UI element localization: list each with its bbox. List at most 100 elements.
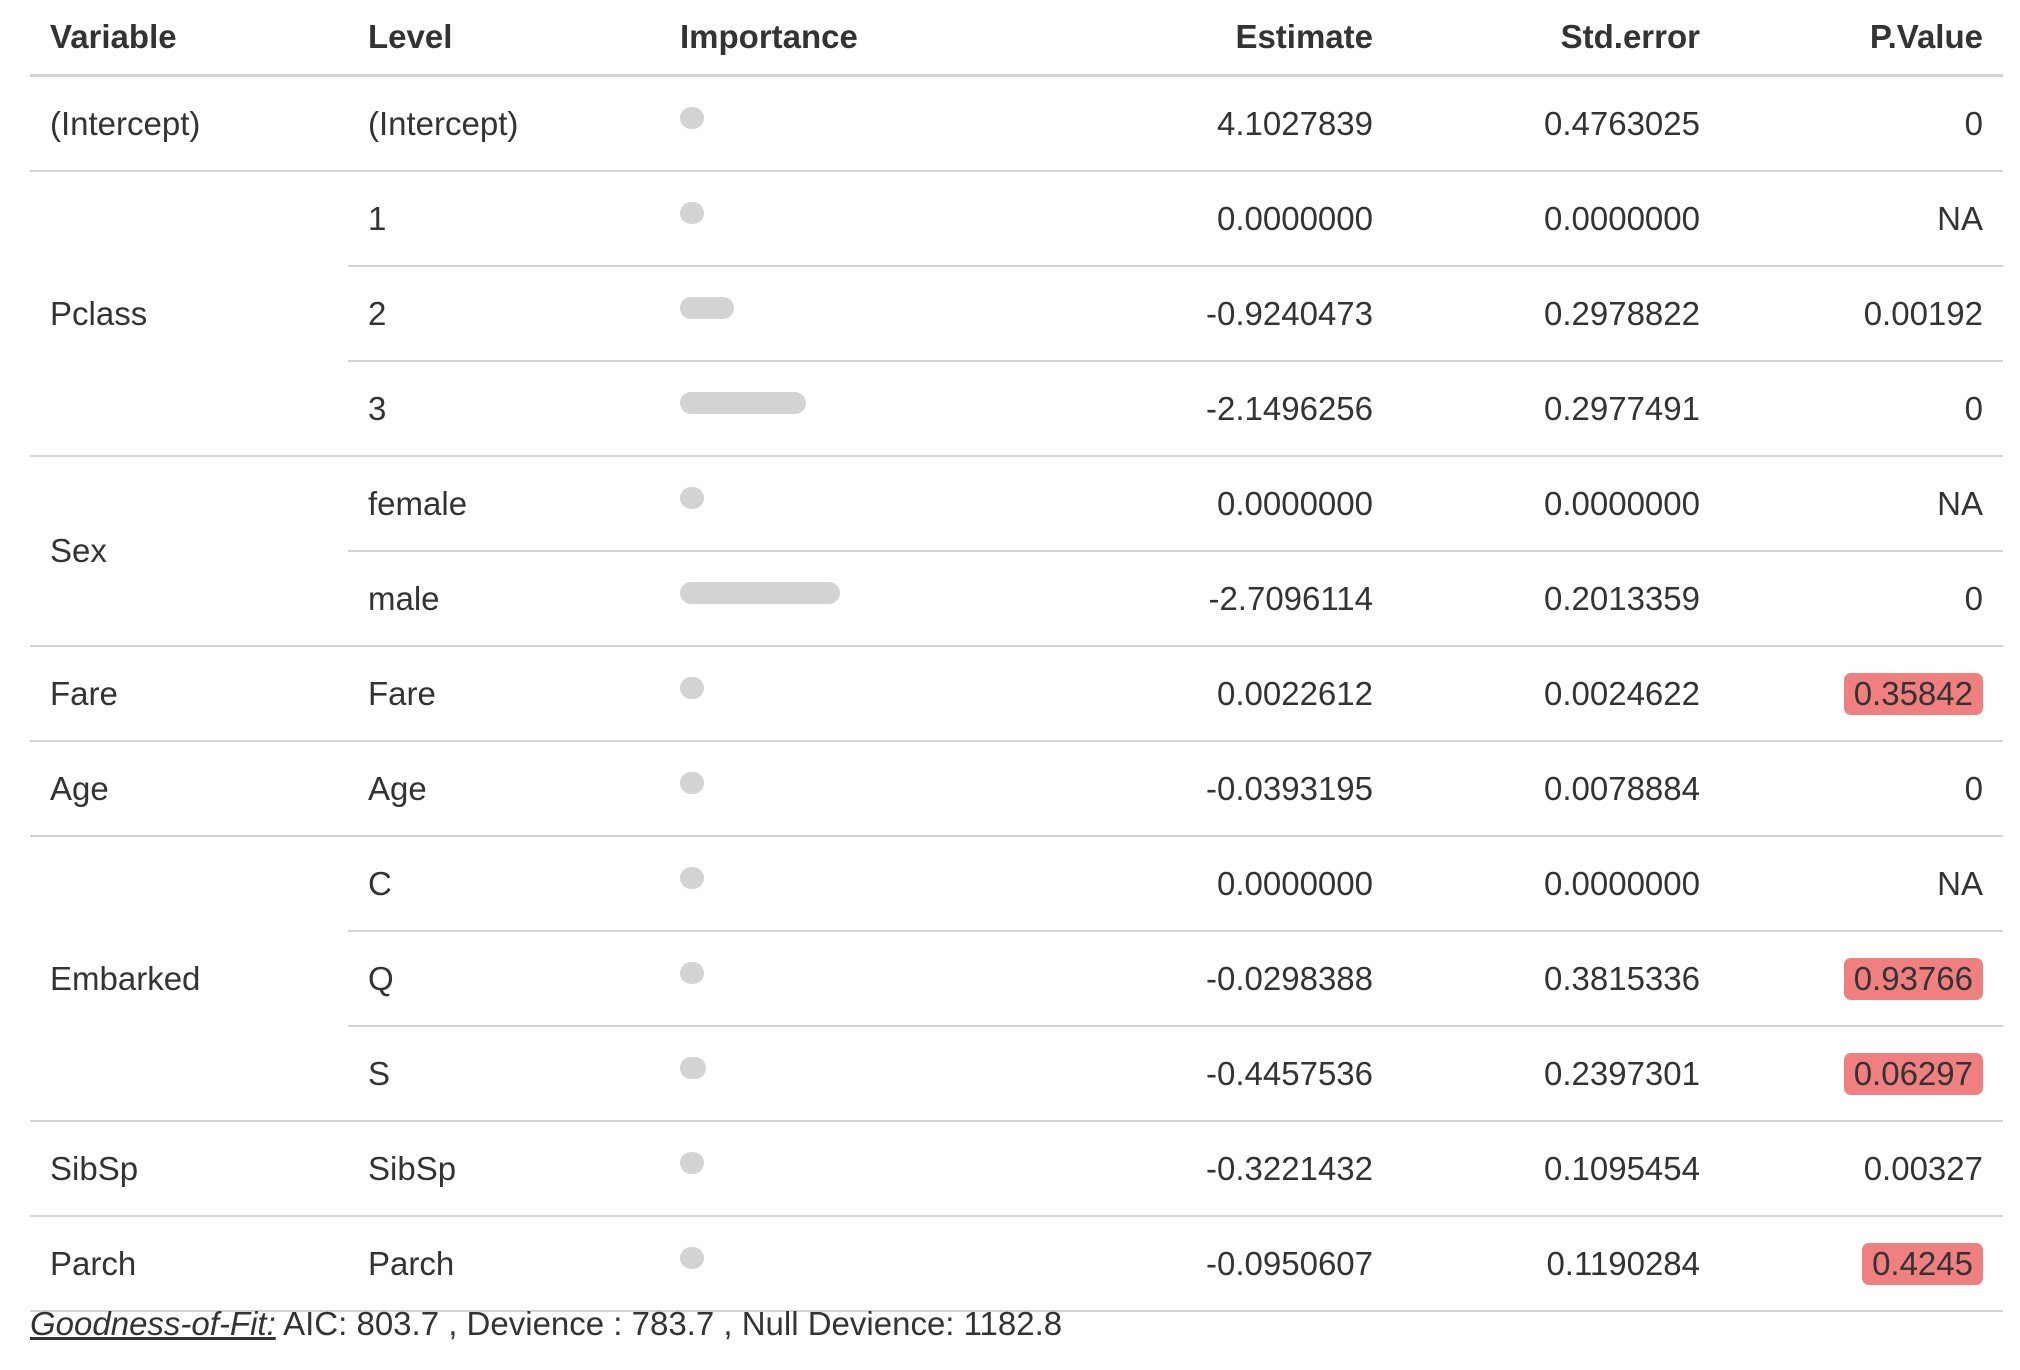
table-row: 2 -0.9240473 0.2978822 0.00192 <box>30 265 2003 361</box>
cell-level: C <box>348 835 660 931</box>
header-p-value: P.Value <box>1720 0 2003 77</box>
importance-bar <box>680 867 704 889</box>
importance-bar <box>680 392 807 414</box>
table-row: Sex female 0.0000000 0.0000000 NA <box>30 455 2003 646</box>
cell-estimate: -0.9240473 <box>1060 265 1393 361</box>
importance-bar <box>680 487 704 509</box>
cell-p-value: 0.00327 <box>1720 1120 2003 1216</box>
importance-bar <box>680 1152 704 1174</box>
goodness-of-fit-text: AIC: 803.7 , Devience : 783.7 , Null Dev… <box>275 1305 1063 1342</box>
cell-estimate: 4.1027839 <box>1060 74 1393 171</box>
table-row: Embarked C 0.0000000 0.0000000 NA <box>30 835 2003 1121</box>
importance-bar <box>680 107 704 129</box>
table-row: Pclass 1 0.0000000 0.0000000 NA <box>30 170 2003 456</box>
importance-bar <box>680 962 704 984</box>
cell-importance <box>660 1120 1060 1216</box>
cell-level: 2 <box>348 265 660 361</box>
cell-estimate: -0.0298388 <box>1060 930 1393 1026</box>
cell-p-value: 0 <box>1720 550 2003 646</box>
cell-estimate: 0.0000000 <box>1060 835 1393 931</box>
p-value-highlight-badge: 0.35842 <box>1843 672 1983 715</box>
cell-p-value: 0.93766 <box>1720 930 2003 1026</box>
cell-importance <box>660 265 1060 361</box>
cell-estimate: 0.0000000 <box>1060 455 1393 551</box>
cell-p-value: NA <box>1720 455 2003 551</box>
cell-p-value: NA <box>1720 170 2003 266</box>
cell-p-value: 0.00192 <box>1720 265 2003 361</box>
cell-estimate: 0.0022612 <box>1060 645 1393 741</box>
coefficient-table: Variable Level Importance Estimate Std.e… <box>30 0 2003 1312</box>
cell-importance <box>660 1025 1060 1121</box>
cell-variable: Pclass <box>30 170 348 456</box>
table-row: 3 -2.1496256 0.2977491 0 <box>30 360 2003 456</box>
table-row: S -0.4457536 0.2397301 0.06297 <box>30 1025 2003 1121</box>
p-value-highlight-badge: 0.06297 <box>1843 1052 1983 1095</box>
cell-std-error: 0.0078884 <box>1393 740 1720 836</box>
cell-importance <box>660 74 1060 171</box>
table-row: SibSp SibSp -0.3221432 0.1095454 0.00327 <box>30 1120 2003 1216</box>
cell-std-error: 0.1095454 <box>1393 1120 1720 1216</box>
cell-importance <box>660 170 1060 266</box>
cell-level: Fare <box>348 645 660 741</box>
header-variable: Variable <box>30 0 348 77</box>
cell-p-value: 0 <box>1720 360 2003 456</box>
cell-level: Age <box>348 740 660 836</box>
cell-estimate: -0.4457536 <box>1060 1025 1393 1121</box>
cell-level: 3 <box>348 360 660 456</box>
cell-std-error: 0.2978822 <box>1393 265 1720 361</box>
cell-std-error: 0.0000000 <box>1393 455 1720 551</box>
importance-bar <box>680 297 735 319</box>
goodness-of-fit: Goodness-of-Fit: AIC: 803.7 , Devience :… <box>30 1305 1062 1343</box>
cell-level: SibSp <box>348 1120 660 1216</box>
cell-level: S <box>348 1025 660 1121</box>
cell-variable: SibSp <box>30 1120 348 1216</box>
header-std-error: Std.error <box>1393 0 1720 77</box>
importance-bar <box>680 582 840 604</box>
cell-importance <box>660 740 1060 836</box>
cell-std-error: 0.3815336 <box>1393 930 1720 1026</box>
cell-level: Parch <box>348 1215 660 1312</box>
cell-estimate: -0.0950607 <box>1060 1215 1393 1312</box>
cell-estimate: -2.1496256 <box>1060 360 1393 456</box>
cell-level: (Intercept) <box>348 74 660 171</box>
table-row: Parch Parch -0.0950607 0.1190284 0.4245 <box>30 1215 2003 1312</box>
cell-p-value: 0 <box>1720 740 2003 836</box>
importance-bar <box>680 202 704 224</box>
cell-p-value: 0.06297 <box>1720 1025 2003 1121</box>
cell-level: female <box>348 455 660 551</box>
cell-level: male <box>348 550 660 646</box>
cell-level: 1 <box>348 170 660 266</box>
cell-std-error: 0.0000000 <box>1393 170 1720 266</box>
cell-importance <box>660 550 1060 646</box>
table-row: (Intercept) (Intercept) 4.1027839 0.4763025… <box>30 74 2003 171</box>
cell-importance <box>660 360 1060 456</box>
cell-p-value: 0.4245 <box>1720 1215 2003 1312</box>
cell-std-error: 0.0024622 <box>1393 645 1720 741</box>
p-value-highlight-badge: 0.93766 <box>1843 957 1983 1000</box>
importance-bar <box>680 772 704 794</box>
p-value-highlight-badge: 0.4245 <box>1862 1242 1983 1285</box>
cell-std-error: 0.2397301 <box>1393 1025 1720 1121</box>
cell-std-error: 0.4763025 <box>1393 74 1720 171</box>
header-row: Variable Level Importance Estimate Std.e… <box>30 0 2003 77</box>
cell-variable: Age <box>30 740 348 836</box>
table-row: Q -0.0298388 0.3815336 0.93766 <box>30 930 2003 1026</box>
header-importance: Importance <box>660 0 1060 77</box>
cell-variable: Parch <box>30 1215 348 1312</box>
table-row: Fare Fare 0.0022612 0.0024622 0.35842 <box>30 645 2003 741</box>
cell-importance <box>660 1215 1060 1312</box>
header-estimate: Estimate <box>1060 0 1393 77</box>
importance-bar <box>680 1247 704 1269</box>
cell-std-error: 0.2013359 <box>1393 550 1720 646</box>
cell-importance <box>660 930 1060 1026</box>
cell-std-error: 0.2977491 <box>1393 360 1720 456</box>
cell-importance <box>660 835 1060 931</box>
cell-variable: Embarked <box>30 835 348 1121</box>
cell-importance <box>660 455 1060 551</box>
table-row: male -2.7096114 0.2013359 0 <box>30 550 2003 646</box>
cell-estimate: -0.0393195 <box>1060 740 1393 836</box>
header-level: Level <box>348 0 660 77</box>
cell-p-value: 0.35842 <box>1720 645 2003 741</box>
cell-estimate: -0.3221432 <box>1060 1120 1393 1216</box>
cell-variable: Fare <box>30 645 348 741</box>
